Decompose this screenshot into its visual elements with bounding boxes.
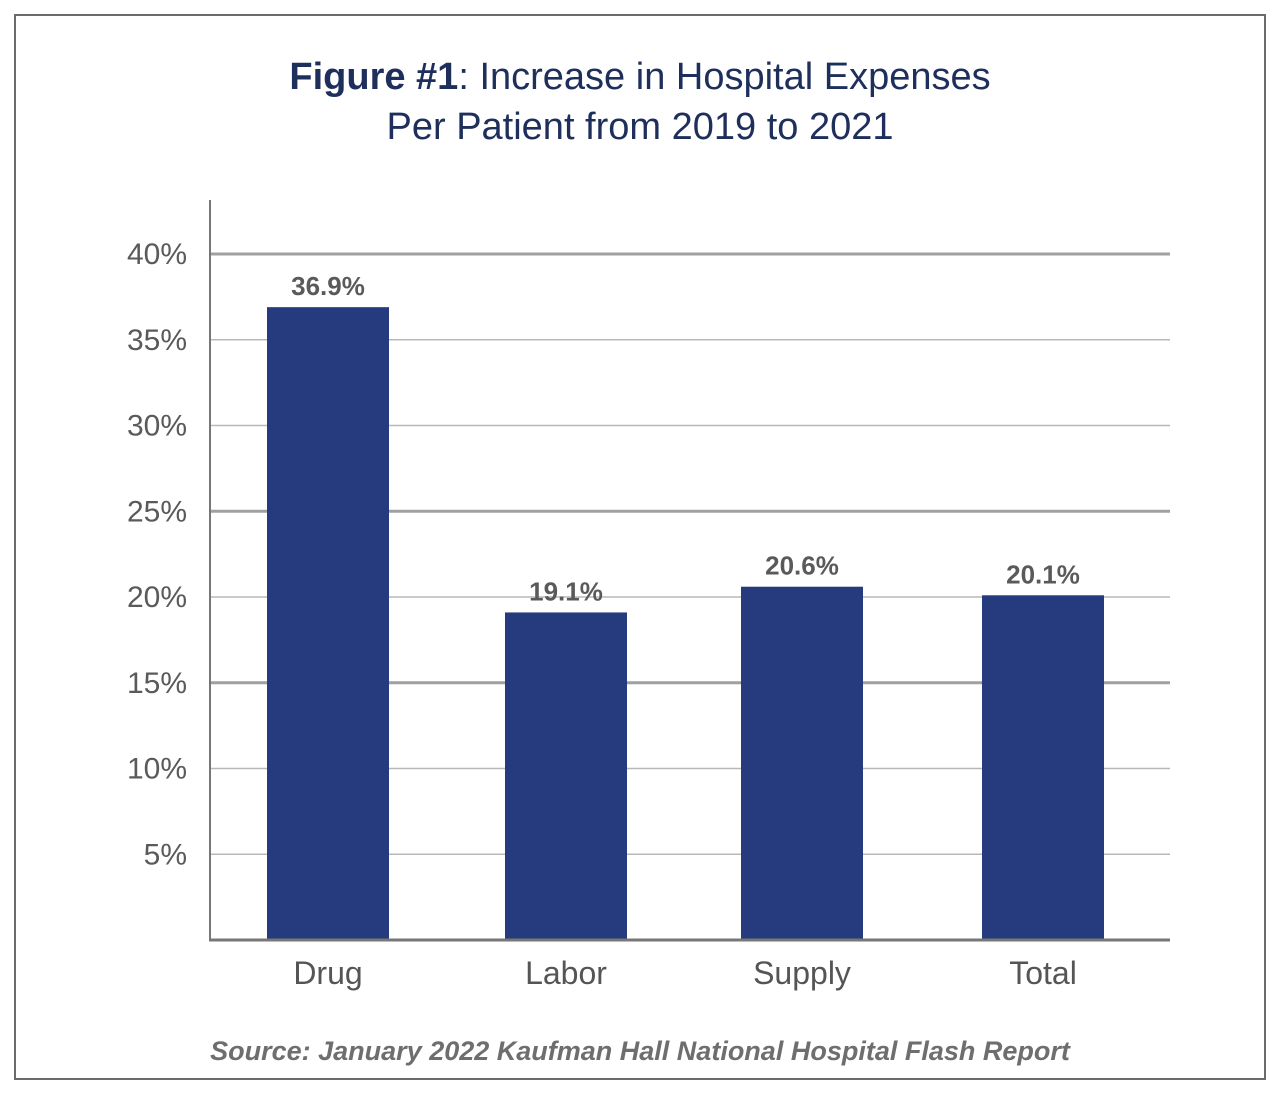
title-figure-number: Figure #1 xyxy=(289,56,459,98)
y-tick-label: 30% xyxy=(127,410,187,443)
bar-labor xyxy=(505,612,627,940)
x-tick-label: Supply xyxy=(753,955,851,991)
bar-supply xyxy=(741,586,863,940)
y-tick-label: 25% xyxy=(127,495,187,528)
chart-title: Figure #1: Increase in Hospital Expenses xyxy=(0,52,1280,102)
y-tick-label: 40% xyxy=(127,238,187,271)
chart-frame xyxy=(14,14,1266,1080)
bar-drug xyxy=(267,307,389,940)
y-tick-label: 10% xyxy=(127,753,187,786)
data-label: 19.1% xyxy=(529,576,603,606)
y-tick-label: 5% xyxy=(144,838,187,871)
x-tick-label: Total xyxy=(1009,955,1077,991)
bar-total xyxy=(982,595,1104,940)
source-note: Source: January 2022 Kaufman Hall Nation… xyxy=(210,1036,1070,1066)
x-tick-label: Drug xyxy=(293,955,362,991)
y-tick-label: 35% xyxy=(127,324,187,357)
title-text: : Increase in Hospital Expenses xyxy=(458,56,991,98)
chart-title-line2: Per Patient from 2019 to 2021 xyxy=(386,106,894,148)
x-tick-label: Labor xyxy=(525,955,607,991)
y-tick-label: 20% xyxy=(127,581,187,614)
data-label: 20.6% xyxy=(765,551,839,581)
data-label: 20.1% xyxy=(1006,559,1080,589)
data-label: 36.9% xyxy=(291,271,365,301)
y-tick-label: 15% xyxy=(127,667,187,700)
